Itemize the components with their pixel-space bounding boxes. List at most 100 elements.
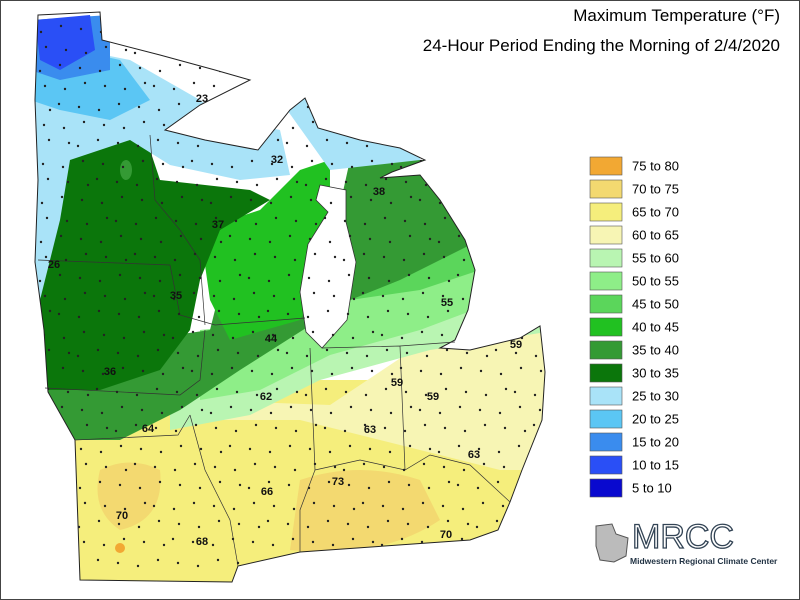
station-dot bbox=[154, 426, 158, 430]
station-labels: 23 32 38 37 26 35 55 44 59 36 59 59 62 64 63 63 73 66 70 70… bbox=[48, 93, 522, 548]
station-dot bbox=[406, 522, 410, 526]
station-dot bbox=[332, 504, 336, 508]
station-dot bbox=[115, 180, 119, 184]
station-dot bbox=[276, 138, 280, 142]
station-dot bbox=[38, 279, 42, 283]
station-dot bbox=[383, 426, 387, 430]
station-dot bbox=[382, 465, 386, 469]
station-dot bbox=[237, 522, 241, 526]
station-dot bbox=[180, 195, 184, 199]
station-dot bbox=[295, 390, 299, 394]
legend-label: 15 to 20 bbox=[632, 434, 679, 449]
station-dot bbox=[104, 465, 108, 469]
station-dot bbox=[62, 336, 66, 340]
station-dot bbox=[274, 216, 278, 220]
station-dot bbox=[238, 273, 242, 277]
station-dot bbox=[350, 366, 354, 370]
station-dot bbox=[325, 138, 329, 142]
station-dot bbox=[389, 201, 393, 205]
station-dot bbox=[153, 465, 157, 469]
station-dot bbox=[196, 144, 200, 148]
station-dot bbox=[304, 393, 308, 397]
station-dot bbox=[95, 177, 99, 181]
station-dot bbox=[312, 501, 316, 505]
station-dot bbox=[268, 240, 272, 244]
station-dot bbox=[389, 411, 393, 415]
station-dot bbox=[460, 537, 464, 541]
station-dot bbox=[307, 486, 311, 490]
temperature-band bbox=[120, 160, 132, 180]
station-dot bbox=[83, 501, 87, 505]
station-dot bbox=[67, 141, 71, 145]
station-dot bbox=[346, 312, 350, 316]
temperature-band bbox=[115, 543, 125, 553]
station-dot bbox=[251, 330, 255, 334]
station-dot bbox=[123, 507, 127, 511]
station-dot bbox=[368, 447, 372, 451]
station-dot bbox=[422, 252, 426, 256]
station-dot bbox=[249, 408, 253, 412]
station-dot bbox=[441, 294, 445, 298]
station-dot bbox=[217, 519, 221, 523]
station-dot bbox=[456, 483, 460, 487]
station-dot bbox=[152, 504, 156, 508]
station-dot bbox=[345, 141, 349, 145]
station-dot bbox=[233, 468, 237, 472]
station-dot bbox=[115, 390, 119, 394]
station-dot bbox=[331, 333, 335, 337]
station-dot bbox=[294, 429, 298, 433]
logo-map bbox=[595, 523, 629, 563]
station-dot bbox=[532, 423, 536, 427]
station-dot bbox=[388, 450, 392, 454]
station-dot bbox=[209, 411, 213, 415]
station-dot bbox=[400, 336, 404, 340]
station-dot bbox=[421, 501, 425, 505]
station-dot bbox=[198, 486, 202, 490]
station-dot bbox=[137, 525, 141, 529]
station-dot bbox=[254, 423, 258, 427]
station-dot bbox=[104, 255, 108, 259]
station-dot bbox=[325, 348, 329, 352]
station-dot bbox=[418, 198, 422, 202]
station-dot bbox=[267, 480, 271, 484]
station-dot bbox=[347, 273, 351, 277]
station-dot bbox=[193, 252, 197, 256]
station-dot bbox=[519, 366, 523, 370]
station-dot bbox=[361, 291, 365, 295]
station-dot bbox=[404, 180, 408, 184]
station-dot bbox=[156, 138, 160, 142]
station-dot bbox=[234, 429, 238, 433]
station-value: 59 bbox=[427, 391, 439, 403]
station-dot bbox=[495, 519, 499, 523]
station-dot bbox=[363, 222, 367, 226]
station-value: 63 bbox=[468, 449, 480, 461]
station-dot bbox=[305, 144, 309, 148]
station-dot bbox=[270, 162, 274, 166]
station-dot bbox=[390, 162, 394, 166]
station-dot bbox=[349, 195, 353, 199]
station-dot bbox=[103, 84, 107, 88]
station-dot bbox=[162, 333, 166, 337]
station-value: 62 bbox=[260, 391, 272, 403]
station-dot bbox=[116, 351, 120, 355]
station-dot bbox=[276, 348, 280, 352]
station-dot bbox=[273, 465, 277, 469]
station-dot bbox=[497, 450, 501, 454]
legend-label: 55 to 60 bbox=[632, 250, 679, 265]
station-dot bbox=[399, 366, 403, 370]
station-dot bbox=[97, 309, 101, 313]
station-dot bbox=[143, 291, 147, 295]
station-dot bbox=[361, 501, 365, 505]
station-dot bbox=[121, 366, 125, 370]
station-dot bbox=[330, 162, 334, 166]
station-dot bbox=[99, 450, 103, 454]
station-dot bbox=[364, 393, 368, 397]
station-dot bbox=[305, 354, 309, 358]
station-dot bbox=[173, 468, 177, 472]
station-dot bbox=[119, 444, 123, 448]
station-dot bbox=[513, 390, 517, 394]
station-dot bbox=[288, 444, 292, 448]
station-dot bbox=[401, 297, 405, 301]
station-dot bbox=[232, 297, 236, 301]
station-dot bbox=[268, 450, 272, 454]
